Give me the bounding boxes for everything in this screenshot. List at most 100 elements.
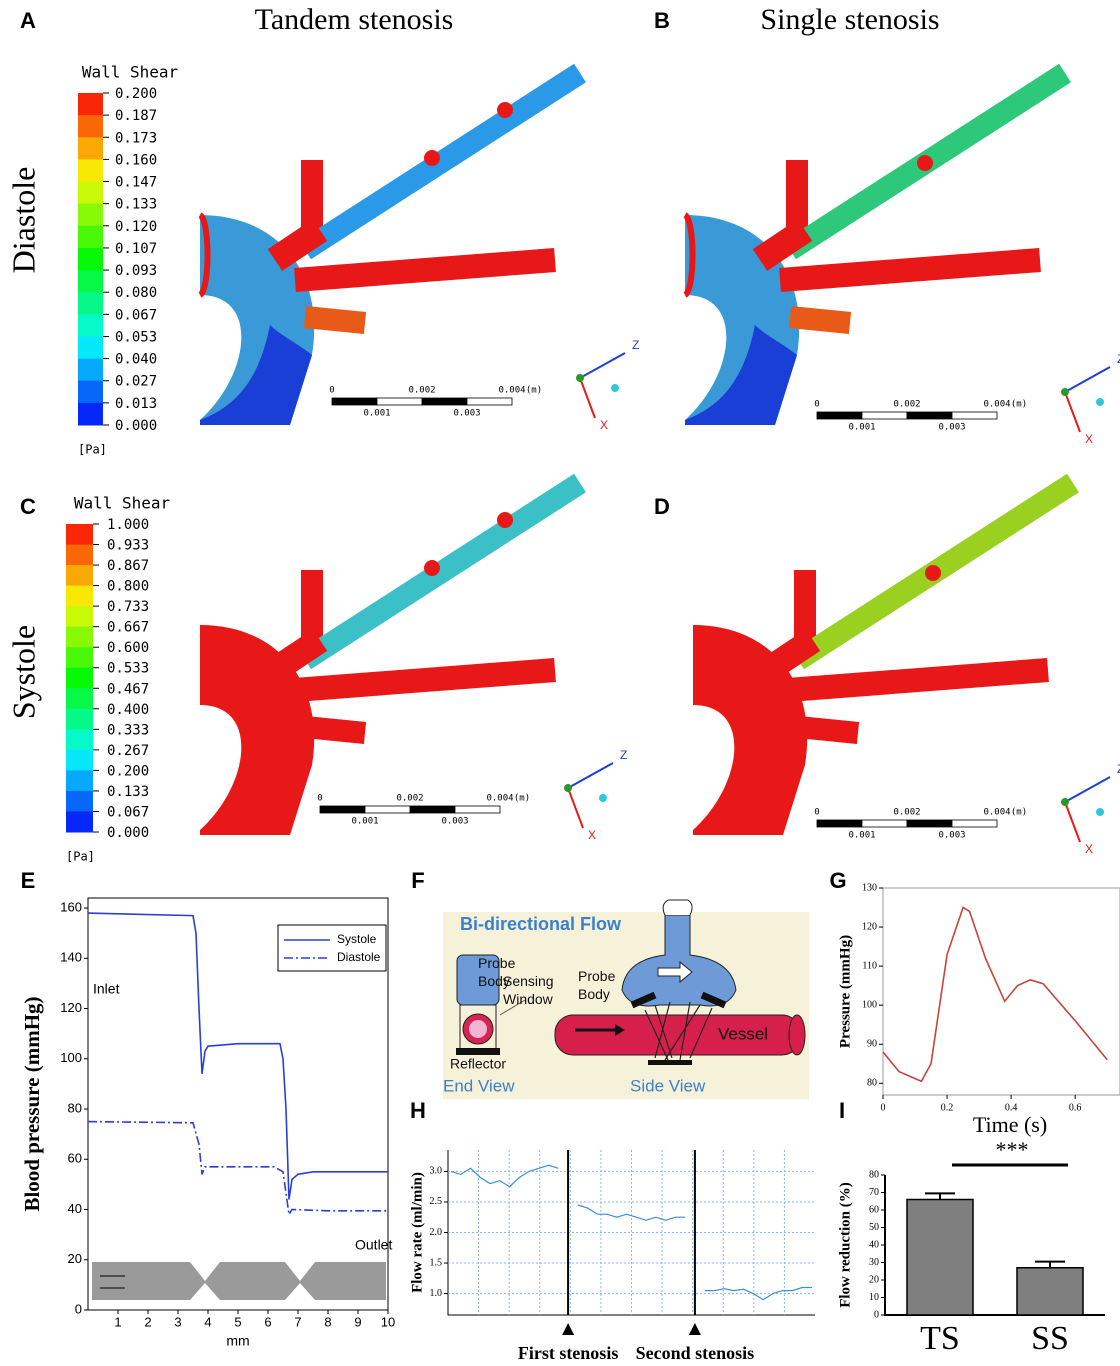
vessel-model	[682, 63, 1071, 425]
x-tick-label: 5	[234, 1314, 241, 1329]
x-tick-label: 3	[174, 1314, 181, 1329]
branch-small	[303, 306, 367, 334]
colorbar-segment	[66, 565, 93, 587]
event-arrow	[688, 1323, 701, 1335]
y-tick-label: 70	[869, 1187, 879, 1198]
colorbar-label: 0.000	[107, 825, 149, 841]
x-tick-label: 2	[144, 1314, 151, 1329]
y-tick-label: 80	[867, 1078, 877, 1089]
diagram-label: End View	[443, 1076, 515, 1095]
scalebar-label: 0.003	[938, 831, 965, 841]
y-axis-label: Flow reduction (%)	[837, 1182, 853, 1308]
branch-mid	[787, 658, 1049, 702]
annotation: Outlet	[355, 1237, 392, 1253]
scalebar-label: 0.001	[848, 423, 875, 433]
window-pointer	[499, 999, 526, 1016]
scalebar-unit: (m)	[1011, 808, 1027, 818]
colorbar-segment	[78, 159, 103, 183]
scalebar-label: 0.004	[983, 808, 1010, 818]
branch-small	[303, 716, 367, 744]
scalebar-segment	[466, 397, 513, 406]
colorbar-label: 0.067	[115, 307, 157, 323]
y-tick-label: 30	[869, 1257, 879, 1268]
scalebar-label: 0.004	[983, 400, 1010, 410]
scalebar-segment	[376, 397, 423, 406]
scalebar-segment	[319, 805, 366, 814]
scalebar-label: 0.002	[396, 794, 423, 804]
legend-box	[277, 924, 387, 972]
stenosis	[497, 512, 513, 528]
bar	[906, 1198, 974, 1316]
scalebar-segment	[951, 819, 998, 828]
triad-label: Z	[1117, 352, 1120, 366]
scalebar-segment	[454, 805, 501, 814]
x-axis-label: mm	[226, 1333, 249, 1349]
stenosis	[497, 102, 513, 118]
side-reflector	[648, 1060, 692, 1065]
colorbar-label: 0.533	[107, 661, 149, 677]
scalebar-segment	[331, 397, 378, 406]
probe-arrow	[657, 960, 693, 984]
y-tick-label: 120	[60, 1000, 82, 1015]
arch-edge	[197, 212, 211, 298]
row-title: Systole	[5, 625, 41, 719]
colorbar-segment	[66, 544, 93, 566]
triad-label: X	[600, 418, 608, 432]
triad-x	[1064, 391, 1081, 433]
scalebar-label: 0.002	[893, 400, 920, 410]
colorbar-label: 0.147	[115, 175, 157, 191]
colorbar-segment	[78, 247, 103, 271]
colorbar-segment	[66, 667, 93, 689]
panel-label: G	[829, 868, 846, 893]
y-tick-label: 1.0	[430, 1288, 443, 1299]
triad-z	[1064, 366, 1111, 393]
colorbar-segment	[66, 811, 93, 833]
data-line	[87, 912, 388, 1200]
y-tick-label: 110	[862, 960, 877, 971]
error-bar	[925, 1192, 955, 1200]
triad-origin	[1061, 388, 1069, 396]
colorbar-label: 0.160	[115, 152, 157, 168]
scalebar-segment	[816, 819, 863, 828]
arch-lower	[200, 325, 312, 425]
branch-root	[752, 219, 813, 271]
error-bar	[1035, 1260, 1065, 1268]
scalebar-segment	[816, 411, 863, 420]
y-tick-label: 80	[68, 1100, 82, 1115]
triad-origin	[576, 374, 584, 382]
flow-arrowhead	[615, 1024, 625, 1036]
y-tick-label: 2.0	[430, 1227, 443, 1238]
colorbar-segment	[78, 380, 103, 404]
triad-y	[599, 794, 607, 802]
triad-x	[567, 787, 584, 829]
colorbar-segment	[66, 585, 93, 607]
colorbar-segment	[78, 115, 103, 138]
triad-origin	[564, 784, 572, 792]
y-tick-label: 130	[862, 882, 877, 893]
triad-y	[1096, 398, 1104, 406]
colorbar-segment	[66, 647, 93, 669]
triad-label: Z	[620, 748, 627, 762]
diagram-label: Probe Body	[578, 968, 616, 1002]
scalebar-label: 0.003	[441, 817, 468, 827]
colorbar-label: 0.067	[107, 804, 149, 820]
inset-arrows	[100, 1275, 125, 1289]
reflector-plate	[456, 1048, 500, 1055]
colorbar-segment	[66, 688, 93, 710]
scalebar-label: 0.001	[351, 817, 378, 827]
colorbar-title: Wall Shear	[82, 63, 179, 82]
y-tick-label: 1.5	[430, 1257, 443, 1268]
colorbar-segment	[66, 524, 93, 546]
y-axis-label: Blood pressure (mmHg)	[20, 996, 44, 1211]
x-tick-label: 8	[324, 1314, 331, 1329]
plot-frame	[882, 887, 1120, 1096]
colorbar-label: 0.187	[115, 108, 157, 124]
colorbar-segment	[66, 606, 93, 628]
x-tick-label: TS	[920, 1320, 960, 1357]
diagram-label: Reflector	[450, 1056, 506, 1072]
scalebar-segment	[951, 411, 998, 420]
branch-root	[267, 219, 328, 271]
scalebar-segment	[421, 397, 468, 406]
branch-long	[299, 63, 586, 260]
x-axis-label: Time (s)	[973, 1112, 1047, 1137]
